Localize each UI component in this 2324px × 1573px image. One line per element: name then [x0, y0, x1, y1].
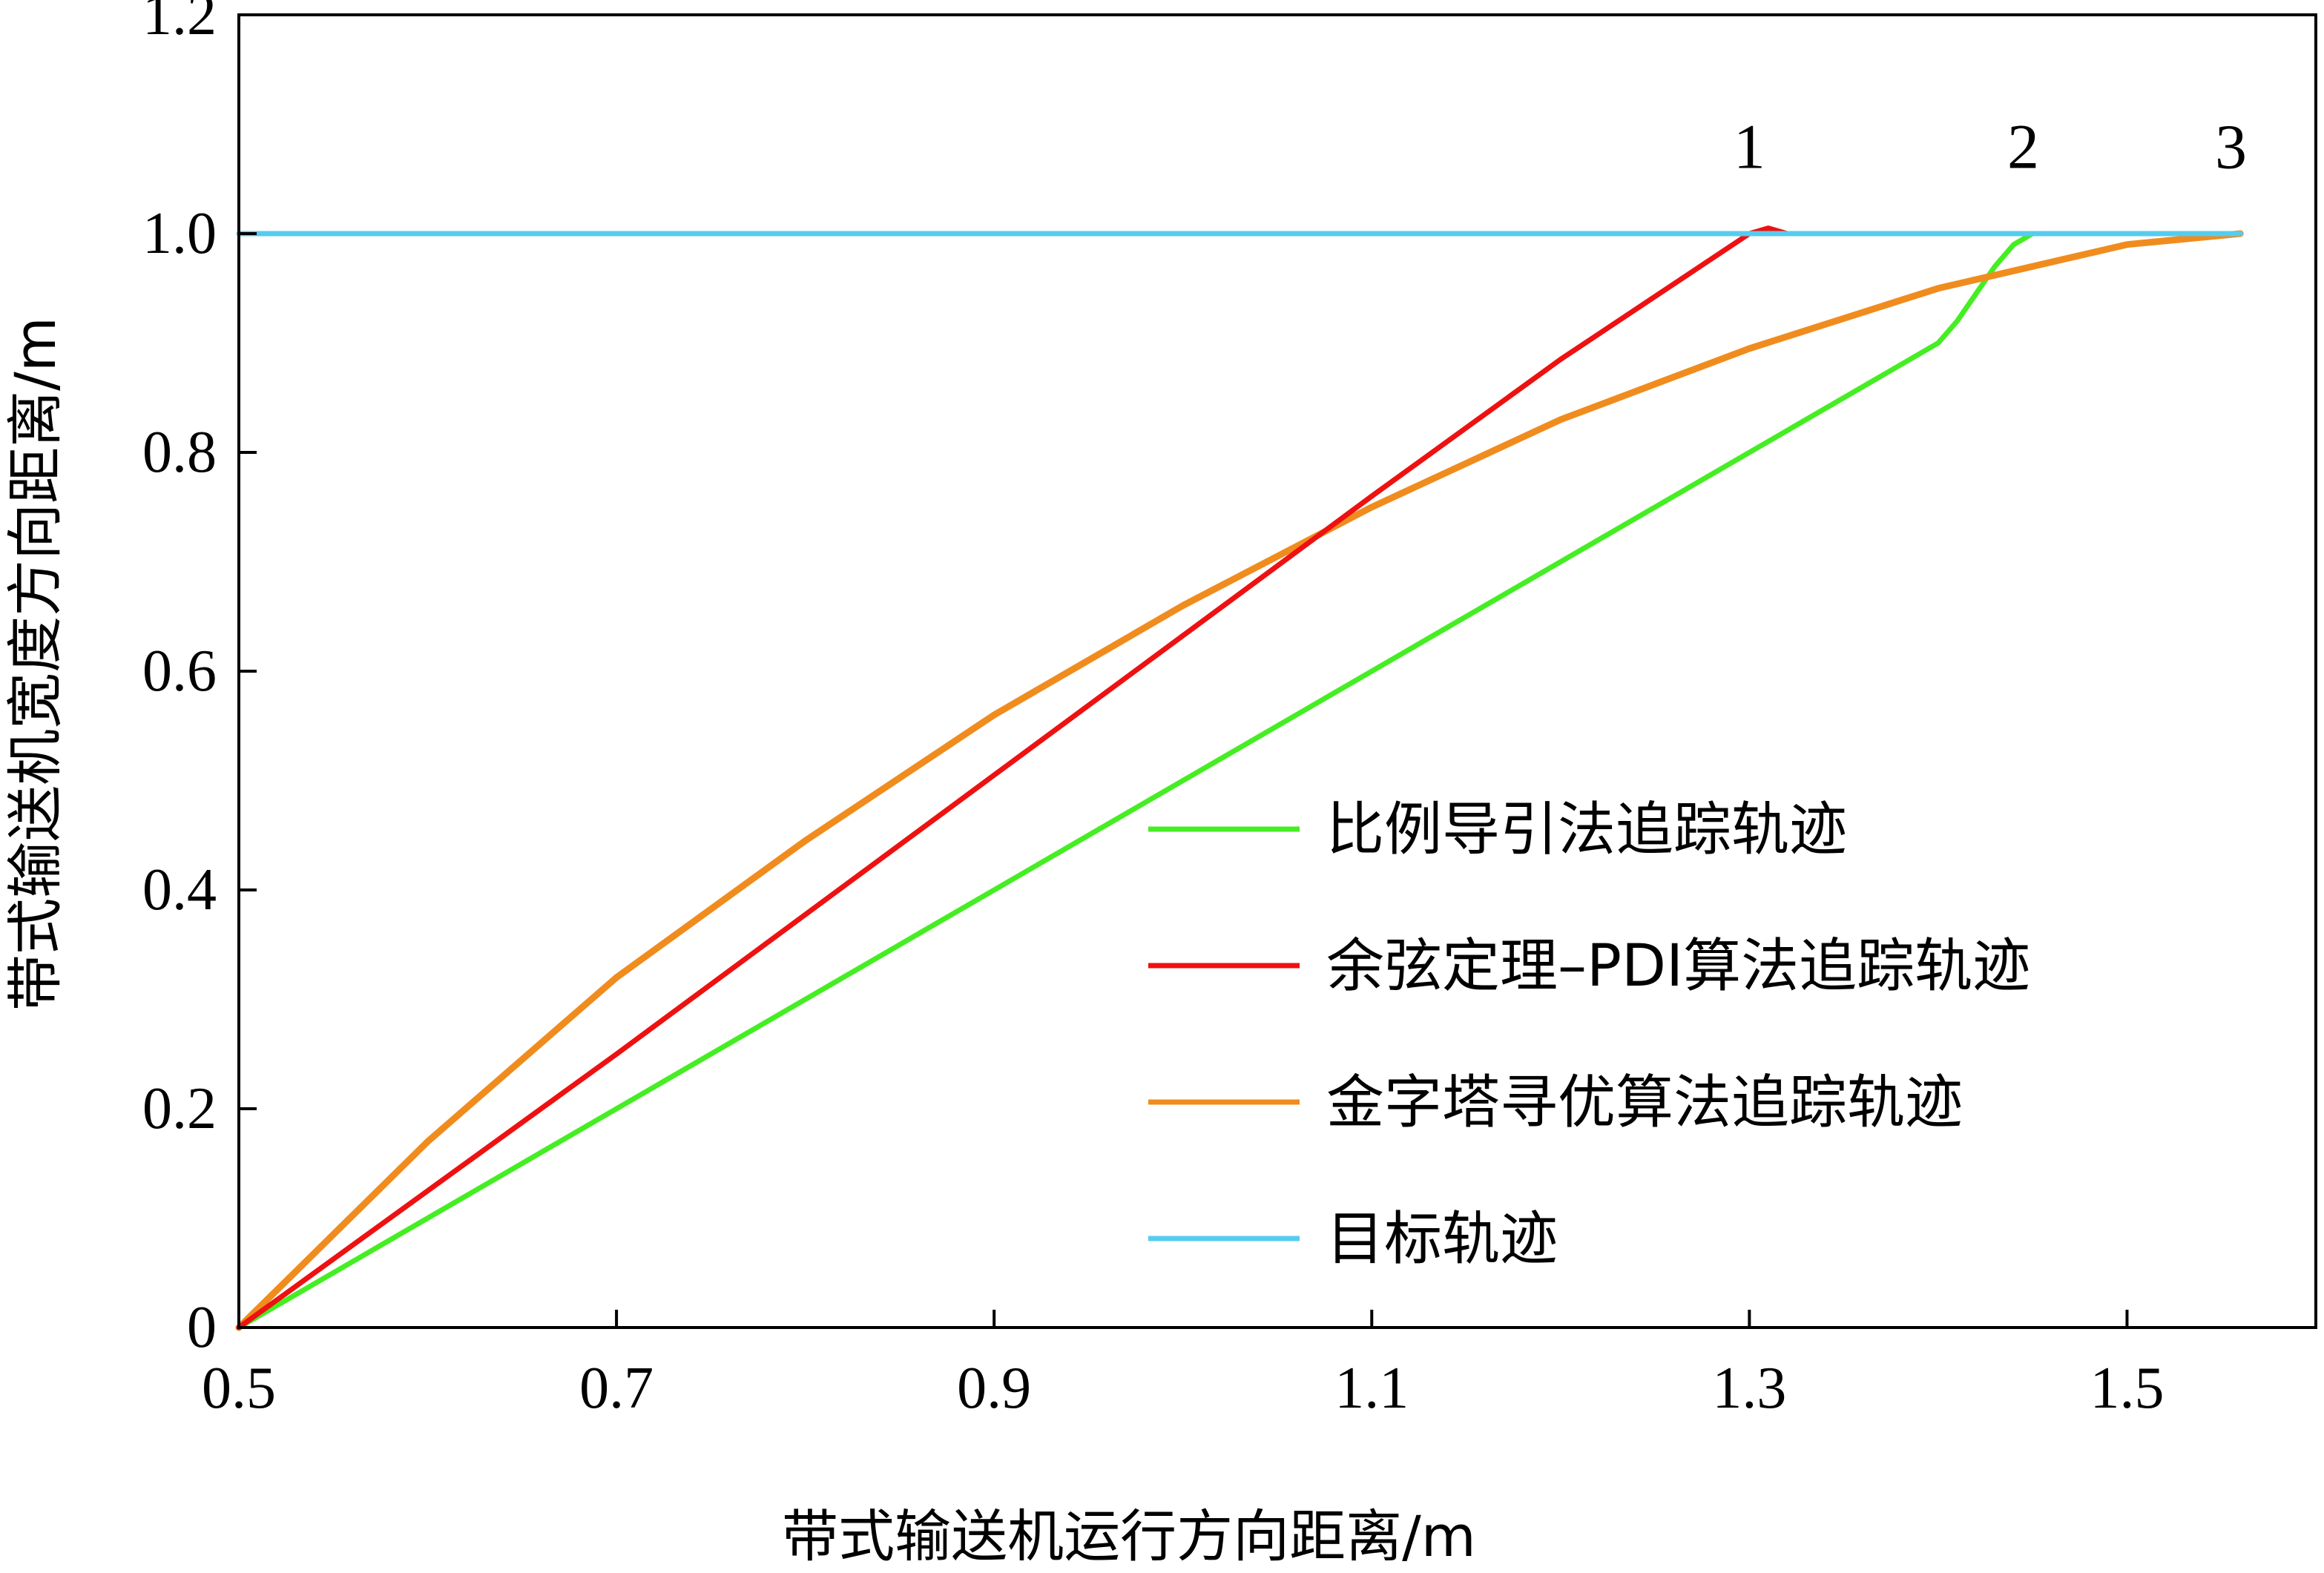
y-tick-label: 0.8	[142, 420, 217, 485]
y-tick-label: 0	[187, 1295, 217, 1360]
y-tick-label: 0.4	[142, 857, 217, 923]
y-axis-title: 带式输送机宽度方向距离/m	[2, 317, 68, 1011]
x-tick-label: 0.5	[202, 1356, 276, 1421]
curve-number-label: 2	[2007, 111, 2039, 182]
legend-label: 目标轨迹	[1326, 1206, 1558, 1273]
y-tick-label: 1.0	[142, 201, 217, 266]
curve-number-label: 3	[2215, 111, 2247, 182]
ticks-layer: 0.5 0.7 0.9 1.1 1.3 1.5 0 0.2 0.4 0.6 0.8 1.0 1.2	[142, 0, 2164, 1421]
legend-label: 比例导引法追踪轨迹	[1326, 797, 1847, 863]
legend-label: 余弦定理–PDI算法追踪轨迹	[1326, 933, 2030, 1000]
y-tick-label: 1.2	[142, 0, 217, 47]
series-line-1	[236, 231, 2035, 1330]
plot-frame	[237, 13, 2317, 1329]
annotation-layer: 1 2 3	[1734, 111, 2247, 182]
y-tick-label: 0.6	[142, 639, 217, 704]
x-tick-label: 1.5	[2090, 1356, 2164, 1421]
legend-label: 金字塔寻优算法追踪轨迹	[1326, 1069, 1963, 1136]
curve-number-label: 1	[1734, 111, 1765, 182]
series-line-3	[235, 230, 2244, 1331]
x-tick-label: 1.3	[1712, 1356, 1786, 1421]
x-axis-title: 带式输送机运行方向距离/m	[782, 1503, 1476, 1569]
series-line-2	[236, 225, 1790, 1330]
x-tick-label: 0.9	[957, 1356, 1031, 1421]
y-tick-label: 0.2	[142, 1076, 217, 1141]
x-tick-label: 1.1	[1334, 1356, 1409, 1421]
x-tick-label: 0.7	[579, 1356, 654, 1421]
series-layer	[235, 225, 2244, 1331]
